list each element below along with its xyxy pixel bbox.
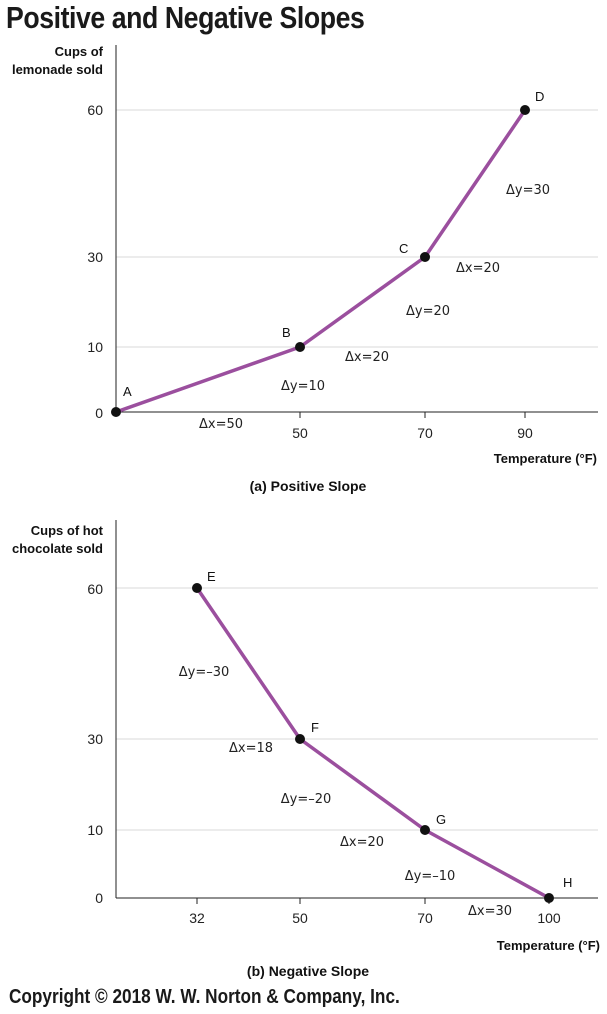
delta-annotation: Δx=18 — [229, 741, 273, 756]
point-label-f: F — [311, 720, 319, 735]
gridlines — [116, 109, 598, 348]
page-title: Positive and Negative Slopes — [6, 0, 365, 35]
delta-annotation: Δy=–10 — [405, 869, 456, 884]
data-point-a — [111, 407, 121, 417]
x-tick-label: 50 — [292, 910, 308, 926]
x-tick-label: 50 — [292, 425, 308, 441]
y-axis-title-line-1: Cups of hot — [31, 523, 104, 538]
y-tick-label: 60 — [87, 102, 103, 118]
data-point-f — [295, 734, 305, 744]
y-tick-label: 30 — [87, 249, 103, 265]
point-label-c: C — [399, 241, 408, 256]
delta-annotation: Δx=20 — [456, 261, 500, 276]
data-point-g — [420, 825, 430, 835]
series-line — [115, 109, 527, 414]
x-tick-label: 100 — [537, 910, 561, 926]
y-tick-label: 10 — [87, 339, 103, 355]
delta-annotation: Δx=20 — [345, 350, 389, 365]
point-label-g: G — [436, 812, 446, 827]
gridlines — [116, 587, 598, 831]
y-tick-label: 0 — [95, 405, 103, 421]
delta-annotation: Δy=–20 — [281, 792, 332, 807]
y-tick-label: 10 — [87, 822, 103, 838]
panel-positive-slope: Cups of lemonade sold 0 10 30 60 50 70 9… — [12, 44, 598, 494]
panel-caption: (b) Negative Slope — [247, 963, 369, 979]
data-points — [192, 583, 554, 903]
copyright-notice: Copyright © 2018 W. W. Norton & Company,… — [9, 986, 400, 1008]
data-point-h — [544, 893, 554, 903]
x-tick-label: 70 — [417, 425, 433, 441]
y-tick-label: 0 — [95, 890, 103, 906]
panel-caption: (a) Positive Slope — [250, 478, 367, 494]
delta-annotation: Δy=20 — [406, 304, 450, 319]
y-tick-label: 30 — [87, 731, 103, 747]
x-tick-label: 32 — [189, 910, 205, 926]
delta-annotation: Δy=–30 — [179, 665, 230, 680]
y-axis-title-line-2: lemonade sold — [12, 62, 103, 77]
data-point-b — [295, 342, 305, 352]
delta-annotation: Δy=30 — [506, 183, 550, 198]
delta-annotation: Δx=50 — [199, 417, 243, 432]
x-axis-title: Temperature (°F) — [494, 451, 597, 466]
point-label-a: A — [123, 384, 132, 399]
y-axis-title-line-1: Cups of — [55, 44, 104, 59]
x-axis-title: Temperature (°F) — [497, 938, 600, 953]
point-label-b: B — [282, 325, 291, 340]
data-point-e — [192, 583, 202, 593]
x-tick-label: 70 — [417, 910, 433, 926]
delta-annotation: Δx=30 — [468, 904, 512, 919]
x-tick-label: 90 — [517, 425, 533, 441]
series-line-path — [195, 587, 550, 900]
point-label-d: D — [535, 89, 544, 104]
series-line-path — [115, 109, 527, 414]
y-tick-label: 60 — [87, 581, 103, 597]
axes — [115, 45, 598, 418]
point-label-e: E — [207, 569, 216, 584]
point-label-h: H — [563, 875, 572, 890]
delta-annotation: Δx=20 — [340, 835, 384, 850]
data-points — [111, 105, 530, 417]
data-point-d — [520, 105, 530, 115]
delta-annotation: Δy=10 — [281, 379, 325, 394]
panel-negative-slope: Cups of hot chocolate sold 0 10 30 60 32… — [12, 520, 600, 979]
data-point-c — [420, 252, 430, 262]
y-axis-title-line-2: chocolate sold — [12, 541, 103, 556]
series-line — [195, 587, 550, 900]
